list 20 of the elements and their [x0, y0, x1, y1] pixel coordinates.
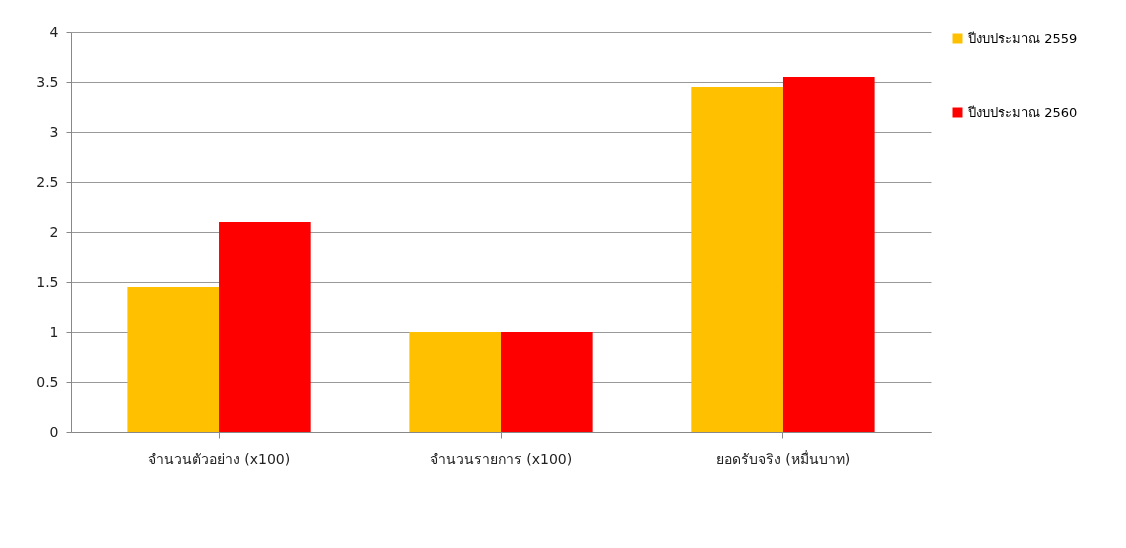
bar: [691, 87, 783, 432]
y-tick-label: 4: [49, 23, 59, 40]
x-tick-label: จำนวนรายการ (x100): [429, 450, 573, 467]
bar: [782, 77, 875, 432]
bar: [127, 287, 220, 432]
y-tick-label: 3.5: [36, 73, 59, 90]
x-tick-label: จำนวนตัวอย่าง (x100): [147, 450, 291, 467]
bar: [501, 332, 593, 432]
y-tick-label: 2.5: [36, 173, 59, 190]
y-tick-label: 2: [49, 223, 59, 240]
bar: [219, 222, 311, 432]
y-tick-label: 0: [49, 423, 59, 440]
legend-label: ปีงบประมาณ 2559: [967, 30, 1078, 46]
y-tick-label: 1: [49, 323, 59, 340]
y-tick-label: 1.5: [36, 273, 59, 290]
legend-label: ปีงบประมาณ 2560: [967, 104, 1078, 120]
x-tick-label: ยอดรับจริง (หมื่นบาท): [715, 449, 851, 467]
bar: [409, 332, 501, 432]
y-tick-label: 0.5: [36, 373, 59, 390]
y-tick-label: 3: [49, 123, 59, 140]
